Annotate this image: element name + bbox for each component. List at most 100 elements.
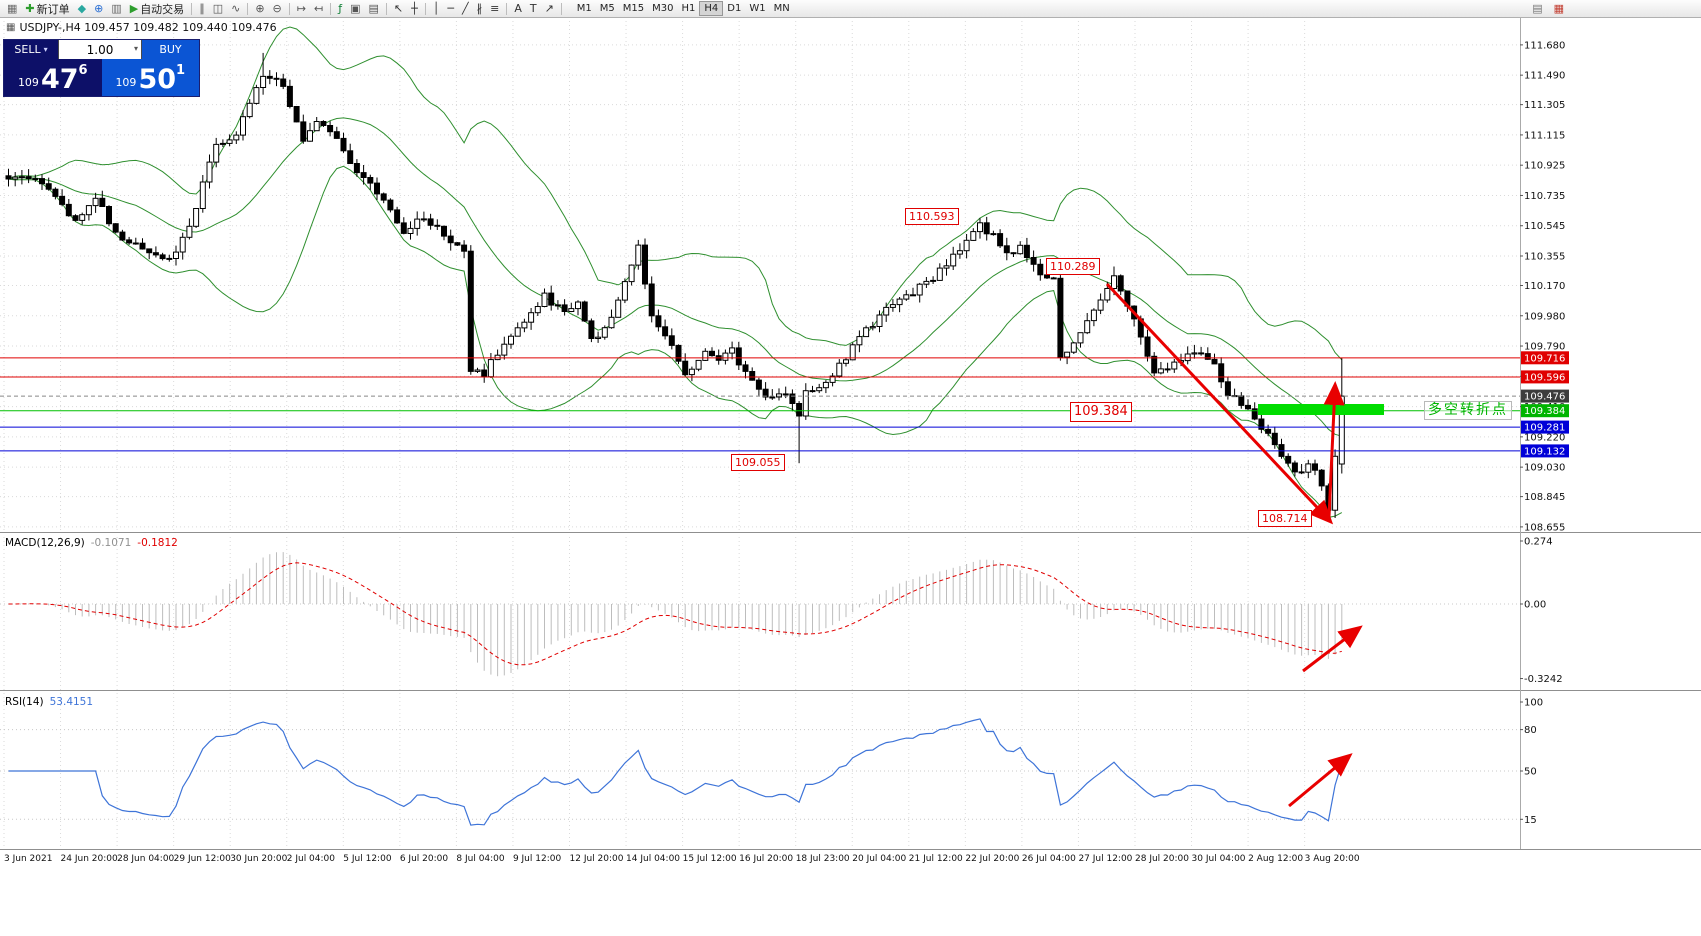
svg-text:21 Jul 12:00: 21 Jul 12:00 <box>909 854 963 864</box>
svg-text:18 Jul 23:00: 18 Jul 23:00 <box>796 854 850 864</box>
chart-shift-icon[interactable]: ↤ <box>310 1 327 16</box>
svg-text:110.735: 110.735 <box>1524 191 1565 202</box>
svg-text:30 Jul 04:00: 30 Jul 04:00 <box>1192 854 1246 864</box>
price-callout[interactable]: 109.384 <box>1070 402 1132 422</box>
text-tool[interactable]: A <box>510 1 526 16</box>
market-watch-icon-glyph: ⊕ <box>94 1 104 15</box>
line-chart-icon[interactable]: ∿ <box>227 1 244 16</box>
zoom-out-icon-glyph: ⊖ <box>272 1 282 15</box>
zoom-out-icon[interactable]: ⊖ <box>269 1 286 16</box>
auto-scroll-icon[interactable]: ↦ <box>293 1 310 16</box>
sell-button[interactable]: SELL ▾ <box>4 40 58 59</box>
sell-price-button[interactable]: 109 47 6 <box>4 59 102 96</box>
price-tag <box>1521 351 1569 365</box>
svg-text:109.132: 109.132 <box>1524 446 1565 457</box>
trend-arrows[interactable] <box>1105 282 1363 808</box>
indicators-icon[interactable]: ƒ <box>334 1 346 16</box>
svg-text:0.274: 0.274 <box>1524 537 1553 548</box>
volume-dropdown-icon[interactable]: ▾ <box>133 44 138 53</box>
volume-value: 1.00 <box>86 42 114 57</box>
fibonacci-tool-glyph: ≡ <box>490 1 500 15</box>
templates-icon[interactable]: ▤ <box>364 1 382 16</box>
channel-tool-glyph: ∦ <box>476 1 483 15</box>
horizontal-line-tool[interactable]: ─ <box>443 1 458 16</box>
candlestick-chart-icon[interactable]: ◫ <box>209 1 227 16</box>
market-watch-icon[interactable]: ⊕ <box>90 1 107 16</box>
fibonacci-tool[interactable]: ≡ <box>486 1 503 16</box>
auto-trading-button[interactable]: ▶ 自动交易 <box>126 1 188 16</box>
new-order-button-glyph: ✚ <box>25 1 35 15</box>
charts-grid-icon[interactable]: ▦ <box>3 1 21 16</box>
vertical-line-tool[interactable]: │ <box>429 1 444 16</box>
trendline-tool[interactable]: ╱ <box>458 1 473 16</box>
svg-text:30 Jun 20:00: 30 Jun 20:00 <box>230 854 287 864</box>
metaeditor-icon[interactable]: ◆ <box>74 1 90 16</box>
timeframe-m5-button[interactable]: M5 <box>599 3 615 14</box>
data-window-icon[interactable]: ▥ <box>107 1 125 16</box>
chart-shift-icon-glyph: ↤ <box>313 1 324 15</box>
symbol-ohlc-line: ▦ USDJPY-,H4 109.457 109.482 109.440 109… <box>6 21 277 34</box>
svg-text:0.00: 0.00 <box>1524 600 1546 611</box>
buy-button[interactable]: BUY <box>142 40 199 59</box>
price-callout[interactable]: 110.289 <box>1046 258 1100 275</box>
volume-input[interactable]: 1.00 ▾ <box>58 40 142 59</box>
price-callout[interactable]: 108.714 <box>1258 510 1312 527</box>
buy-price-button[interactable]: 109 50 1 <box>101 59 199 96</box>
highlight-zone[interactable] <box>1258 404 1384 415</box>
timeframe-h4-button[interactable]: H4 <box>699 1 724 16</box>
cursor-icon[interactable]: ↖ <box>390 1 407 16</box>
trend-arrow <box>1302 625 1363 673</box>
svg-text:111.680: 111.680 <box>1524 40 1565 51</box>
svg-text:14 Jul 04:00: 14 Jul 04:00 <box>626 854 680 864</box>
sell-price-prefix: 109 <box>17 76 39 89</box>
new-order-button[interactable]: ✚ 新订单 <box>21 1 73 16</box>
price-callout[interactable]: 109.055 <box>731 454 785 471</box>
panel-dividers[interactable] <box>0 17 1701 850</box>
svg-text:8 Jul 04:00: 8 Jul 04:00 <box>456 854 505 864</box>
cursor-icon-glyph: ↖ <box>393 1 404 15</box>
zoom-in-icon[interactable]: ⊕ <box>251 1 268 16</box>
svg-text:109.476: 109.476 <box>1524 392 1565 403</box>
timeframe-w1-button[interactable]: W1 <box>749 3 766 14</box>
crosshair-icon[interactable]: ┼ <box>407 1 422 16</box>
tile-windows-icon[interactable]: ▤ <box>1528 1 1546 16</box>
toolbar-separator <box>385 2 387 15</box>
candlestick-chart-icon-glyph: ◫ <box>212 1 224 15</box>
auto-trading-button-glyph: ▶ <box>129 1 139 15</box>
buy-price-big: 50 <box>138 64 177 95</box>
trend-arrow <box>1323 381 1345 518</box>
timeframe-h1-button[interactable]: H1 <box>681 3 696 14</box>
new-order-button-label: 新订单 <box>36 2 70 16</box>
toolbar-separator <box>424 2 426 15</box>
price-callout[interactable]: 110.593 <box>905 208 959 225</box>
svg-text:28 Jun 04:00: 28 Jun 04:00 <box>117 854 174 864</box>
svg-text:22 Jul 20:00: 22 Jul 20:00 <box>965 854 1019 864</box>
timeframe-m30-button[interactable]: M30 <box>652 3 674 14</box>
vertical-line-tool-glyph: │ <box>432 1 440 15</box>
turning-point-note[interactable]: 多空转折点 <box>1424 401 1512 420</box>
timeframe-d1-button[interactable]: D1 <box>727 3 742 14</box>
alerts-icon-glyph: ▦ <box>1553 1 1564 15</box>
arrow-tool[interactable]: ↗ <box>541 1 558 16</box>
templates-icon-glyph: ▤ <box>368 1 379 15</box>
timeframe-mn-button[interactable]: MN <box>773 3 790 14</box>
svg-text:109.030: 109.030 <box>1524 463 1565 474</box>
label-tool[interactable]: T <box>526 1 541 16</box>
bar-chart-icon-glyph: ∥ <box>199 1 205 15</box>
svg-text:26 Jul 04:00: 26 Jul 04:00 <box>1022 854 1076 864</box>
timeframe-m1-button[interactable]: M1 <box>576 3 592 14</box>
timeframe-m15-button[interactable]: M15 <box>622 3 645 14</box>
channel-tool[interactable]: ∦ <box>473 1 487 16</box>
svg-text:-0.3242: -0.3242 <box>1524 674 1563 685</box>
bar-chart-icon[interactable]: ∥ <box>195 1 209 16</box>
svg-text:110.170: 110.170 <box>1524 281 1565 292</box>
periods-icon[interactable]: ▣ <box>346 1 364 16</box>
svg-text:109.596: 109.596 <box>1524 372 1565 383</box>
alerts-icon[interactable]: ▦ <box>1550 1 1568 16</box>
toolbar-separator <box>330 2 332 15</box>
text-tool-glyph: A <box>514 1 522 15</box>
price-tag <box>1521 404 1569 418</box>
trendline-tool-glyph: ╱ <box>461 1 469 15</box>
